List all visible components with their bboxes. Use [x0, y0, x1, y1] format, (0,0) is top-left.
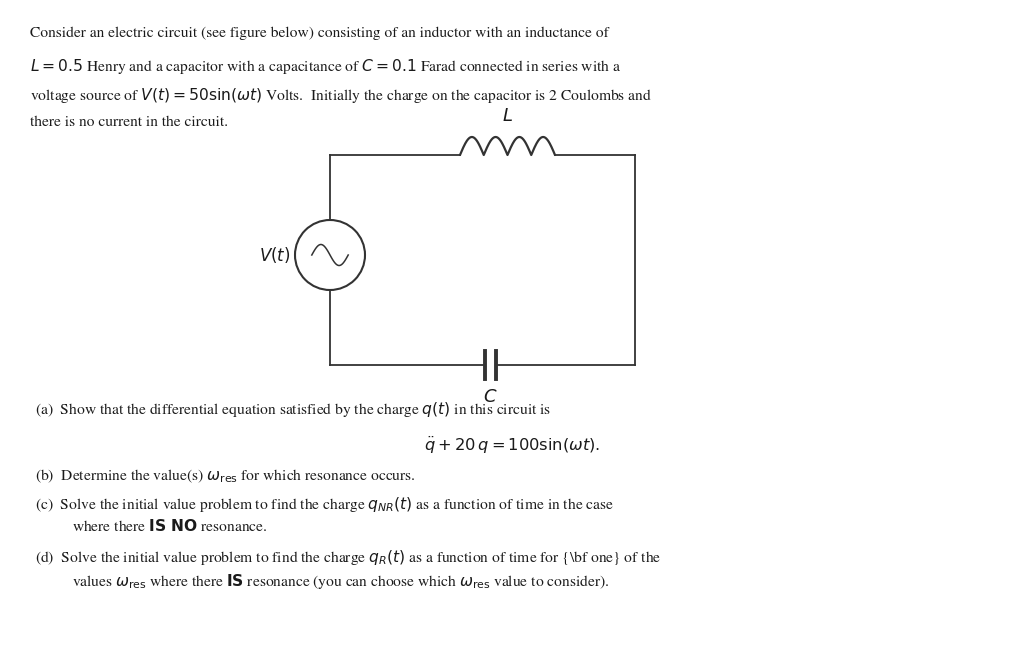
Text: Consider an electric circuit (see figure below) consisting of an inductor with a: Consider an electric circuit (see figure…	[30, 27, 608, 40]
Text: voltage source of $V(t) = 50 \sin(\omega t)$ Volts.  Initially the charge on the: voltage source of $V(t) = 50 \sin(\omega…	[30, 86, 652, 105]
Text: $L = 0.5$ Henry and a capacitor with a capacitance of $C = 0.1$ Farad connected : $L = 0.5$ Henry and a capacitor with a c…	[30, 57, 622, 76]
Text: (a)  Show that the differential equation satisfied by the charge $q(t)$ in this : (a) Show that the differential equation …	[35, 400, 551, 419]
Text: $\ddot{q} + 20\,q = 100 \sin(\omega t).$: $\ddot{q} + 20\,q = 100 \sin(\omega t).$	[424, 435, 600, 456]
Text: (d)  Solve the initial value problem to find the charge $q_R(t)$ as a function o: (d) Solve the initial value problem to f…	[35, 548, 662, 567]
Text: $V(t)$: $V(t)$	[258, 245, 290, 265]
Text: (b)  Determine the value(s) $\omega_{\rm res}$ for which resonance occurs.: (b) Determine the value(s) $\omega_{\rm …	[35, 468, 416, 485]
Text: where there $\mathbf{IS\ NO}$ resonance.: where there $\mathbf{IS\ NO}$ resonance.	[72, 518, 267, 534]
Text: values $\omega_{\rm res}$ where there $\mathbf{IS}$ resonance (you can choose wh: values $\omega_{\rm res}$ where there $\…	[72, 572, 609, 591]
Text: $L$: $L$	[502, 108, 513, 125]
Text: there is no current in the circuit.: there is no current in the circuit.	[30, 116, 228, 129]
Text: (c)  Solve the initial value problem to find the charge $q_{NR}(t)$ as a functio: (c) Solve the initial value problem to f…	[35, 495, 614, 514]
Text: $C$: $C$	[482, 389, 498, 406]
